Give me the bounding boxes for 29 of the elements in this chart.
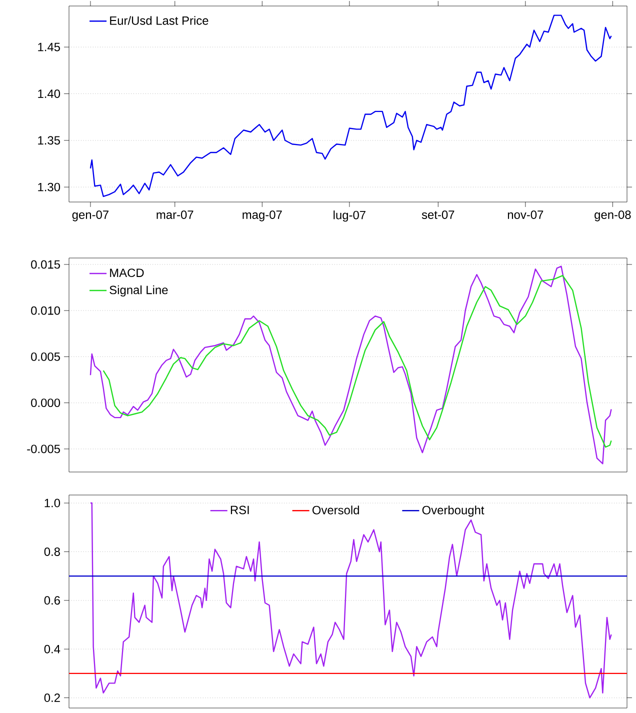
x-tick-label: nov-07 (508, 210, 544, 219)
x-tick-label: gen-08 (594, 210, 631, 222)
legend-label: MACD (110, 268, 144, 278)
x-tick-label: lug-07 (334, 210, 366, 222)
y-tick-label: 0.010 (31, 306, 60, 315)
y-tick-label: 0.005 (31, 352, 60, 361)
y-tick-label: 1.35 (38, 136, 60, 145)
y-tick-label: -0.005 (27, 444, 60, 454)
y-tick-label: 0.015 (31, 260, 60, 269)
y-tick-label: 0.4 (44, 644, 60, 654)
legend-label: RSI (230, 506, 249, 514)
legend-label: Eur/Usd Last Price (110, 16, 208, 25)
legend-label: Overbought (422, 506, 484, 517)
legend-label: Signal Line (110, 285, 168, 297)
line-series (90, 14, 612, 197)
y-tick-label: 0.8 (44, 547, 60, 556)
y-tick-label: 1.40 (38, 90, 60, 98)
y-tick-label: 1.30 (38, 182, 60, 192)
y-tick-label: 0.000 (31, 398, 60, 408)
y-tick-label: 1.45 (38, 42, 60, 52)
x-tick-label: gen-07 (72, 210, 108, 222)
legend-label: Oversold (312, 506, 359, 514)
x-tick-label: mag-07 (242, 210, 282, 222)
y-tick-label: 1.0 (44, 498, 60, 508)
x-tick-label: set-07 (422, 210, 454, 219)
x-tick-label: mar-07 (156, 210, 194, 219)
y-tick-label: 0.2 (44, 694, 60, 702)
y-tick-label: 0.6 (44, 596, 60, 605)
line-series (90, 502, 612, 698)
